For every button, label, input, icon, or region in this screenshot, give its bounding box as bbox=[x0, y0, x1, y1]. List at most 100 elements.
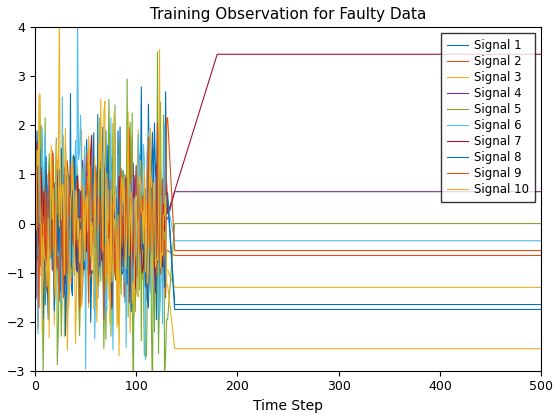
Signal 9 bbox=[100, 317, 107, 322]
Legend: Signal 1, Signal 2, Signal 3, Signal 4, Signal 5, Signal 6, Signal 7, Signal 8, : Signal 1, Signal 2, Signal 3, Signal 4, … bbox=[441, 33, 535, 202]
Signal 4 bbox=[449, 189, 455, 194]
Signal 6 bbox=[335, 238, 342, 243]
Signal 10 bbox=[528, 346, 534, 351]
Signal 9 bbox=[32, 185, 39, 190]
Signal 2 bbox=[32, 222, 39, 227]
Signal 5 bbox=[449, 221, 455, 226]
Line: Signal 6: Signal 6 bbox=[36, 21, 541, 369]
Line: Signal 9: Signal 9 bbox=[36, 118, 541, 320]
Signal 9 bbox=[164, 116, 170, 121]
Signal 6 bbox=[74, 18, 81, 23]
Signal 8 bbox=[274, 307, 281, 312]
Signal 1 bbox=[32, 173, 39, 178]
Signal 7 bbox=[335, 52, 342, 57]
Signal 2 bbox=[39, 141, 45, 146]
Signal 4 bbox=[126, 300, 133, 305]
Signal 10 bbox=[32, 227, 39, 232]
Signal 1 bbox=[278, 302, 284, 307]
Signal 9 bbox=[449, 248, 455, 253]
Signal 9 bbox=[528, 248, 534, 253]
Signal 4 bbox=[335, 189, 342, 194]
Signal 1 bbox=[130, 352, 137, 357]
Line: Signal 2: Signal 2 bbox=[36, 143, 541, 328]
Signal 4 bbox=[308, 189, 315, 194]
Signal 4 bbox=[274, 189, 281, 194]
Signal 2 bbox=[449, 253, 455, 258]
Signal 7 bbox=[528, 52, 534, 57]
Signal 10 bbox=[449, 346, 455, 351]
Line: Signal 5: Signal 5 bbox=[36, 52, 541, 420]
Signal 3 bbox=[64, 348, 71, 353]
Signal 3 bbox=[274, 285, 281, 290]
Line: Signal 4: Signal 4 bbox=[36, 157, 541, 302]
Signal 2 bbox=[35, 326, 41, 331]
Signal 3 bbox=[528, 285, 534, 290]
Line: Signal 10: Signal 10 bbox=[36, 49, 541, 356]
Signal 6 bbox=[449, 238, 455, 243]
Signal 2 bbox=[308, 253, 315, 258]
Signal 8 bbox=[449, 307, 455, 312]
Signal 1 bbox=[449, 302, 455, 307]
Signal 6 bbox=[82, 367, 89, 372]
Signal 5 bbox=[278, 221, 284, 226]
Signal 9 bbox=[278, 248, 284, 253]
Signal 9 bbox=[308, 248, 315, 253]
Signal 1 bbox=[138, 84, 144, 89]
Signal 3 bbox=[56, 14, 63, 19]
Signal 6 bbox=[278, 238, 284, 243]
Signal 4 bbox=[528, 189, 534, 194]
Line: Signal 3: Signal 3 bbox=[36, 16, 541, 350]
Signal 7 bbox=[109, 306, 115, 311]
Signal 7 bbox=[449, 52, 455, 57]
Signal 8 bbox=[308, 307, 315, 312]
Signal 1 bbox=[538, 302, 544, 307]
Line: Signal 8: Signal 8 bbox=[36, 115, 541, 336]
Signal 2 bbox=[528, 253, 534, 258]
Signal 2 bbox=[335, 253, 342, 258]
Signal 10 bbox=[308, 346, 315, 351]
Signal 2 bbox=[278, 253, 284, 258]
Signal 9 bbox=[274, 248, 281, 253]
Line: Signal 7: Signal 7 bbox=[36, 54, 541, 308]
Signal 8 bbox=[278, 307, 284, 312]
Signal 10 bbox=[156, 47, 163, 52]
Signal 8 bbox=[95, 112, 101, 117]
Signal 2 bbox=[538, 253, 544, 258]
Signal 4 bbox=[32, 204, 39, 209]
Signal 5 bbox=[308, 221, 315, 226]
Signal 4 bbox=[538, 189, 544, 194]
Signal 7 bbox=[32, 296, 39, 301]
Signal 3 bbox=[335, 285, 342, 290]
Signal 7 bbox=[538, 52, 544, 57]
Title: Training Observation for Faulty Data: Training Observation for Faulty Data bbox=[150, 7, 426, 22]
Signal 10 bbox=[116, 354, 123, 359]
Signal 6 bbox=[528, 238, 534, 243]
Signal 4 bbox=[278, 189, 284, 194]
Signal 10 bbox=[274, 346, 281, 351]
Signal 7 bbox=[278, 52, 284, 57]
Signal 1 bbox=[528, 302, 534, 307]
Signal 3 bbox=[449, 285, 455, 290]
Signal 10 bbox=[335, 346, 342, 351]
Signal 9 bbox=[335, 248, 342, 253]
Signal 6 bbox=[32, 150, 39, 155]
Signal 6 bbox=[308, 238, 315, 243]
Signal 4 bbox=[161, 155, 168, 160]
Signal 1 bbox=[274, 302, 281, 307]
Signal 7 bbox=[274, 52, 281, 57]
Signal 5 bbox=[274, 221, 281, 226]
Signal 8 bbox=[528, 307, 534, 312]
Signal 3 bbox=[278, 285, 284, 290]
Signal 5 bbox=[32, 149, 39, 154]
Signal 10 bbox=[278, 346, 284, 351]
Signal 5 bbox=[538, 221, 544, 226]
Signal 5 bbox=[528, 221, 534, 226]
Signal 8 bbox=[32, 186, 39, 192]
Line: Signal 1: Signal 1 bbox=[36, 87, 541, 354]
Signal 9 bbox=[538, 248, 544, 253]
Signal 8 bbox=[62, 333, 69, 338]
Signal 8 bbox=[335, 307, 342, 312]
Signal 10 bbox=[538, 346, 544, 351]
Signal 8 bbox=[538, 307, 544, 312]
Signal 2 bbox=[274, 253, 281, 258]
